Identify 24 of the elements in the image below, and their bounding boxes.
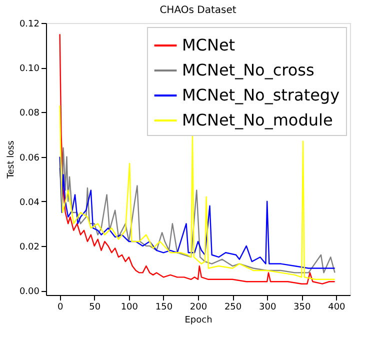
line-series (59, 104, 336, 280)
legend-label: MCNet (182, 36, 236, 54)
x-axis-title: Epoch (184, 316, 212, 326)
x-tick-label: 100 (120, 302, 138, 312)
x-tick-label: 350 (294, 302, 311, 312)
x-tick-label: 50 (89, 302, 101, 312)
x-tick-label: 400 (328, 302, 346, 312)
x-tick-label: 0 (57, 302, 64, 312)
chart-title: CHAOs Dataset (160, 5, 236, 16)
x-tick-label: 300 (258, 302, 276, 312)
y-tick-label: 0.00 (19, 287, 40, 298)
y-tick-label: 0.06 (19, 153, 40, 164)
x-tick-label: 200 (190, 302, 208, 312)
y-tick-label: 0.02 (19, 242, 40, 252)
legend-label: MCNet_No_module (182, 110, 333, 130)
y-tick-label: 0.04 (19, 198, 40, 208)
y-tick-label: 0.08 (19, 108, 40, 119)
x-tick-label: 150 (155, 302, 173, 312)
y-axis-title: Test loss (6, 140, 16, 180)
y-tick-label: 0.10 (19, 64, 40, 74)
legend-label: MCNet_No_cross (182, 60, 314, 80)
legend-label: MCNet_No_strategy (182, 86, 340, 104)
y-tick-label: 0.12 (19, 20, 40, 30)
x-tick-label: 250 (224, 302, 242, 312)
